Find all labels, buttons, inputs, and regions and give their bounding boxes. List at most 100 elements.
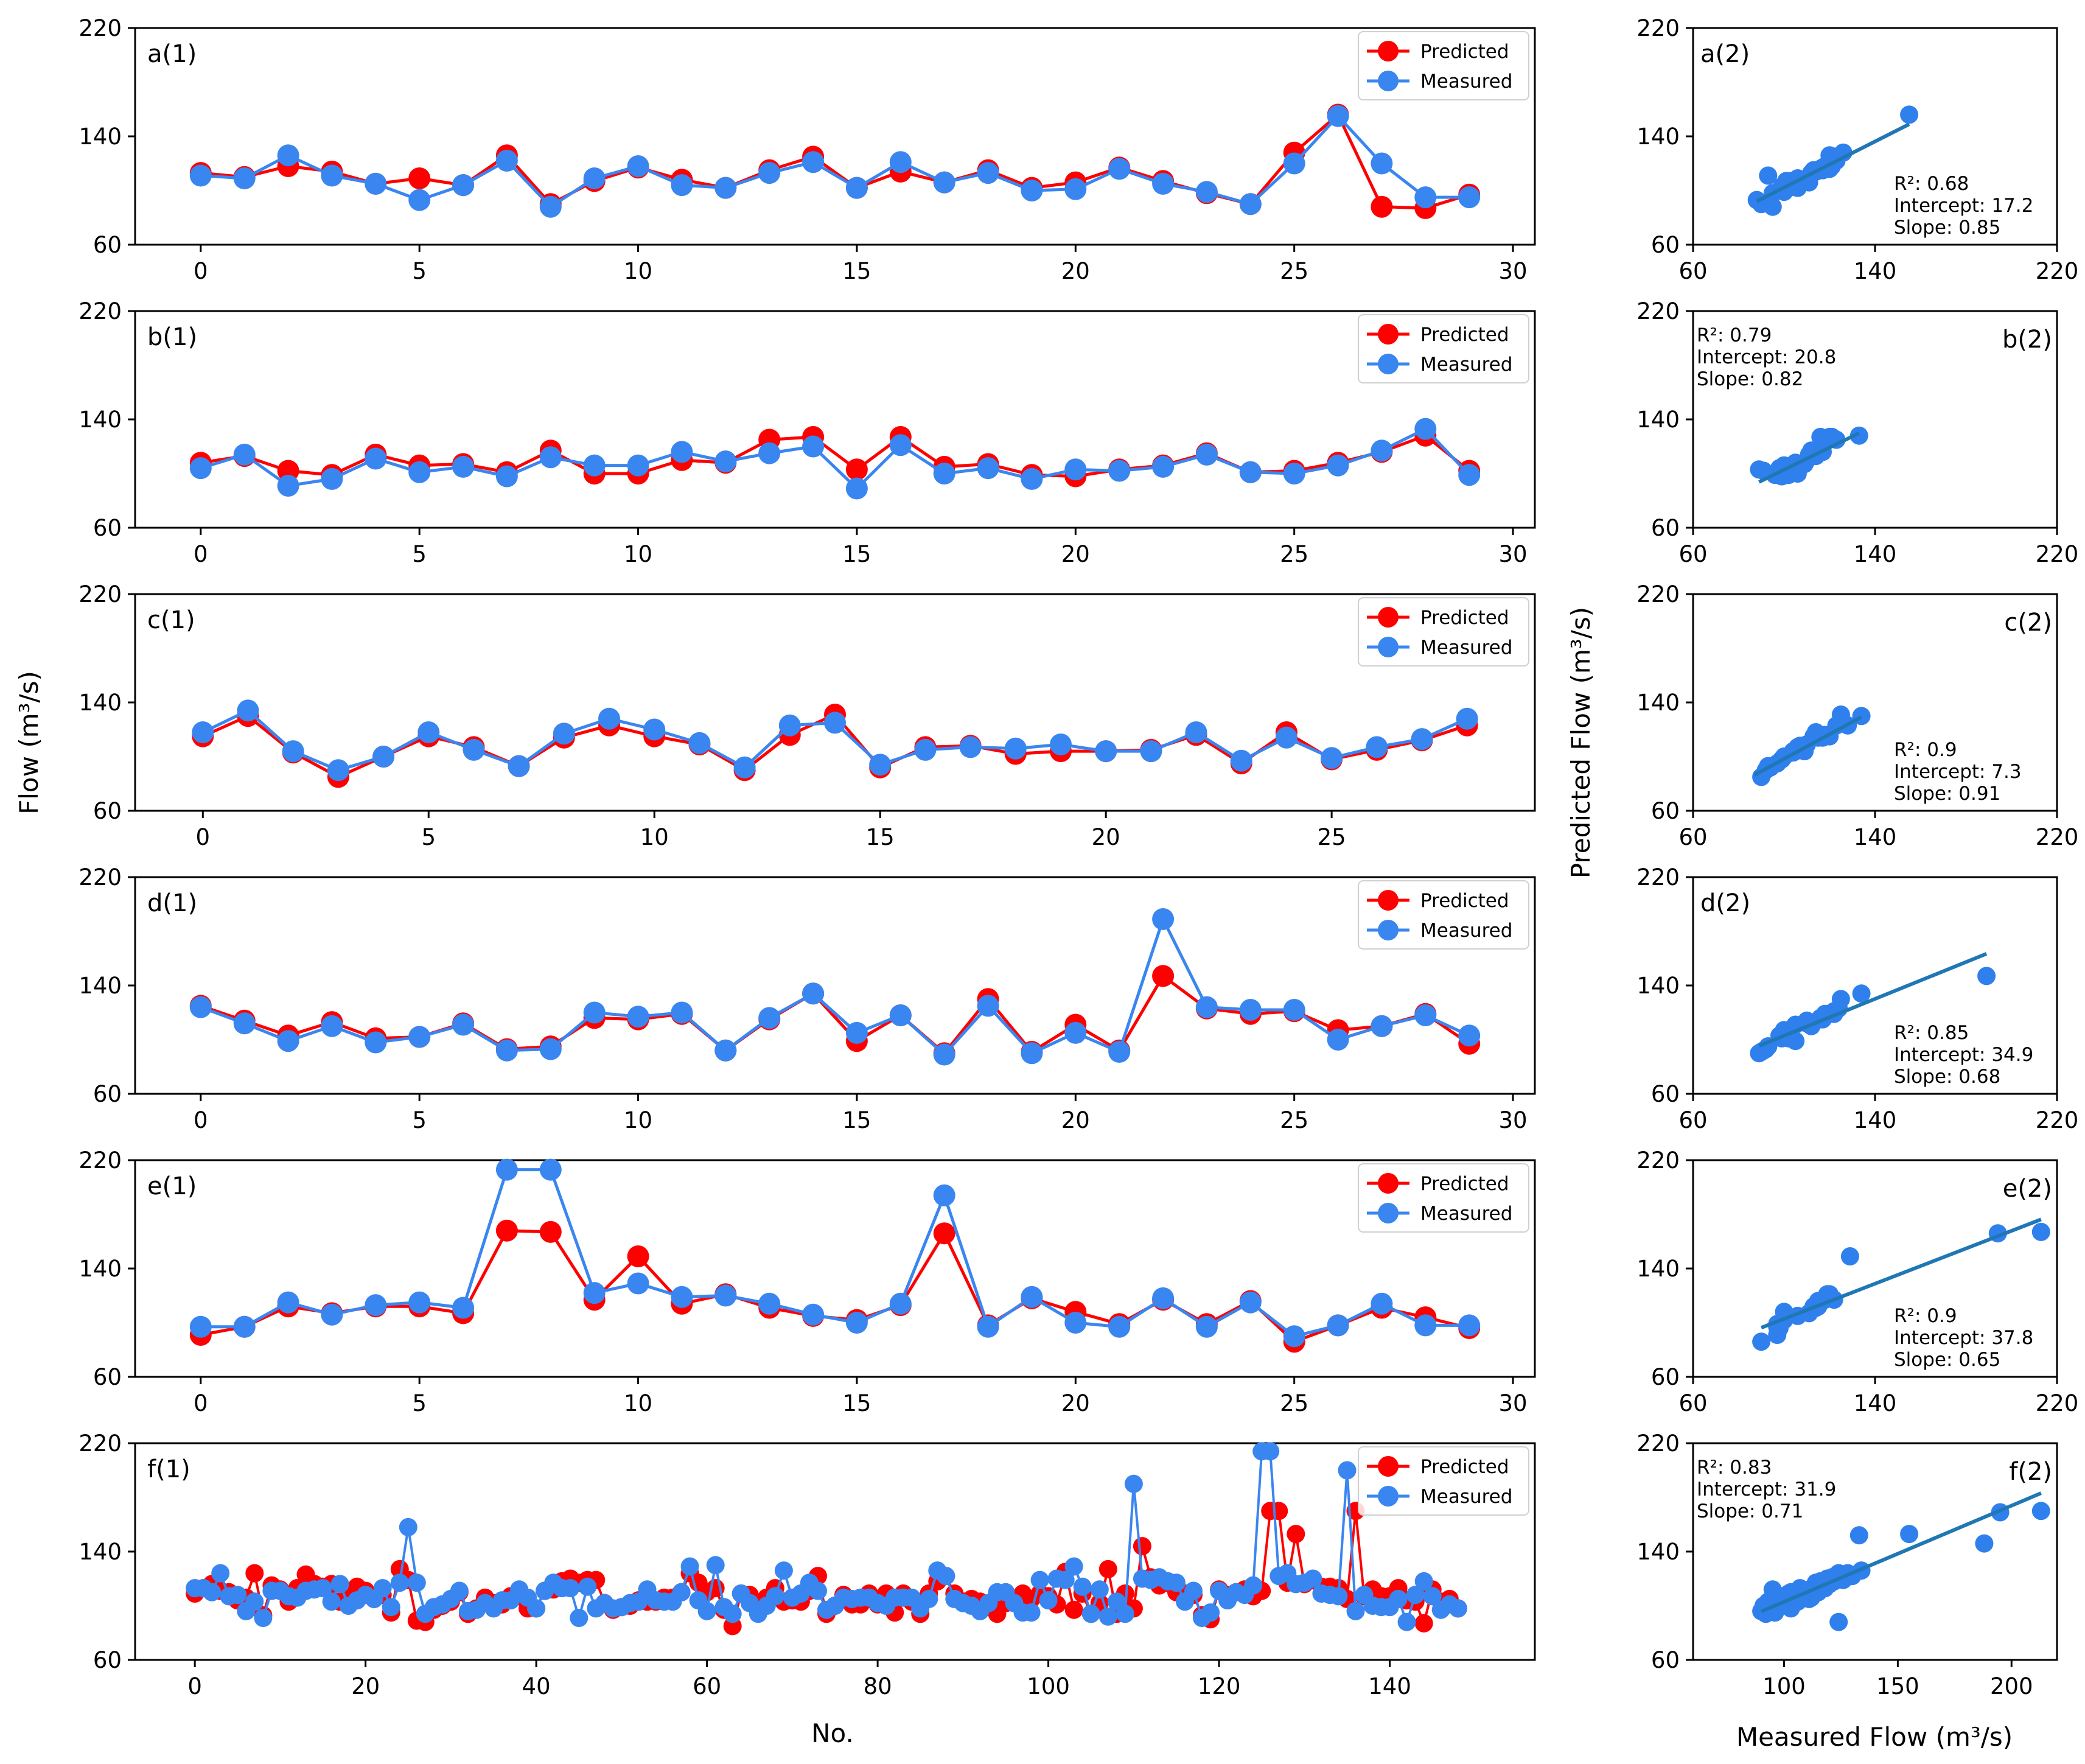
panel-f2-ytick-label: 220 bbox=[1636, 1430, 1680, 1457]
panel-b1-measured-point bbox=[495, 465, 518, 488]
panel-e1-measured-point bbox=[889, 1292, 912, 1315]
panel-d1-measured-point bbox=[977, 995, 999, 1017]
panel-e1-measured-point bbox=[1371, 1292, 1393, 1315]
panel-b1-ytick-label: 60 bbox=[93, 515, 122, 541]
panel-b1-measured-point bbox=[1064, 458, 1087, 481]
panel-c1-xtick-label: 0 bbox=[196, 824, 211, 850]
panel-b1-measured-point bbox=[933, 463, 955, 485]
panel-c1-measured-point bbox=[598, 707, 620, 730]
panel-f1-measured-point bbox=[680, 1557, 699, 1576]
panel-f2-ytick-label: 60 bbox=[1651, 1647, 1680, 1673]
panel-b1-measured-point bbox=[1239, 461, 1262, 483]
panel-f1-measured-point bbox=[1397, 1612, 1416, 1631]
panel-e2-stat-r2: R²: 0.9 bbox=[1894, 1305, 1957, 1327]
panel-c1-legend-predicted-label: Predicted bbox=[1420, 607, 1509, 629]
panel-a1-measured-point bbox=[539, 195, 562, 218]
panel-d1-xtick-label: 0 bbox=[194, 1107, 208, 1133]
panel-d1-measured-point bbox=[1239, 999, 1262, 1021]
panel-e1-predicted-point bbox=[495, 1219, 518, 1242]
panel-a1-frame bbox=[134, 27, 1536, 246]
panel-f1-measured-point bbox=[1406, 1586, 1425, 1605]
panel-f1-measured-point bbox=[697, 1601, 716, 1620]
panel-b1-measured-point bbox=[845, 477, 868, 500]
panel-e1-measured-point bbox=[1152, 1287, 1175, 1309]
panel-f2-stat-slope: Slope: 0.71 bbox=[1697, 1500, 1803, 1522]
panel-b1-measured-point bbox=[1195, 443, 1218, 466]
panel-f1-xtick-label: 120 bbox=[1198, 1673, 1241, 1699]
panel-c1-measured-point bbox=[959, 736, 982, 758]
panel-b1-measured-point bbox=[277, 475, 299, 497]
panel-f1-measured-point bbox=[1167, 1573, 1186, 1592]
panel-b1-measured-point bbox=[1327, 454, 1349, 477]
panel-f1-ytick-label: 220 bbox=[79, 1430, 122, 1457]
panel-f1-measured-point bbox=[706, 1556, 725, 1575]
panel-f1-ytick-label: 140 bbox=[79, 1539, 122, 1565]
panel-f1-measured-point bbox=[1081, 1605, 1100, 1623]
panel-a1-measured-point bbox=[1152, 172, 1175, 195]
panel-c1-xtick-label: 25 bbox=[1318, 824, 1346, 850]
panel-a1-measured-point bbox=[802, 151, 825, 173]
panel-f1-xtick-label: 0 bbox=[187, 1673, 202, 1699]
panel-d1-measured-point bbox=[452, 1013, 475, 1036]
panel-e1-measured-point bbox=[714, 1284, 737, 1307]
panel-e1-measured-point bbox=[977, 1315, 999, 1338]
panel-f1-measured-point bbox=[245, 1592, 264, 1611]
panel-a1-xtick-label: 0 bbox=[194, 258, 208, 284]
panel-e1-measured-point bbox=[583, 1282, 606, 1304]
panel-c1-measured-point bbox=[1366, 736, 1388, 758]
panel-e2-scatter-point bbox=[1752, 1332, 1771, 1351]
panel-d1-legend-box bbox=[1358, 880, 1529, 950]
panel-f2-scatter-point bbox=[1900, 1525, 1919, 1544]
panel-a1-legend-predicted-marker bbox=[1378, 41, 1399, 61]
panel-a1-measured-point bbox=[627, 155, 649, 177]
panel-a1-measured-point bbox=[233, 167, 256, 189]
panel-a1-ytick-label: 220 bbox=[79, 15, 122, 41]
panel-e1-measured-point bbox=[365, 1294, 387, 1317]
panel-f1-xtick-label: 140 bbox=[1368, 1673, 1411, 1699]
panel-e1-measured-point bbox=[452, 1297, 475, 1319]
panel-b1-legend-predicted-label: Predicted bbox=[1420, 324, 1509, 346]
panel-d1-measured-line bbox=[200, 917, 1470, 1056]
panel-f1-xtick-label: 40 bbox=[522, 1673, 551, 1699]
panel-a1-measured-point bbox=[1371, 152, 1393, 175]
panel-f1-xtick-label: 100 bbox=[1027, 1673, 1070, 1699]
panel-e2-stat-intercept: Intercept: 37.8 bbox=[1894, 1327, 2033, 1349]
panel-f2-scatter-point bbox=[1975, 1534, 1994, 1553]
panel-d2-ytick-label: 140 bbox=[1636, 973, 1680, 999]
panel-e2-ytick-label: 140 bbox=[1636, 1256, 1680, 1282]
panel-f1-measured-point bbox=[322, 1592, 341, 1611]
panel-d1-ytick-label: 220 bbox=[79, 864, 122, 891]
panel-c1-measured-point bbox=[1050, 733, 1072, 755]
panel-f1-measured-point bbox=[1116, 1605, 1134, 1623]
panel-c1-measured-point bbox=[282, 740, 304, 763]
panel-c1-measured-point bbox=[1004, 737, 1027, 760]
panel-c1-ytick-label: 220 bbox=[79, 581, 122, 607]
panel-b2-ytick-label: 220 bbox=[1636, 298, 1680, 324]
panel-b1-measured-point bbox=[1371, 439, 1393, 462]
panel-a1-xtick-label: 20 bbox=[1061, 258, 1090, 284]
panel-d1-measured-point bbox=[1371, 1015, 1393, 1037]
panel-f1-measured-point bbox=[313, 1579, 332, 1598]
panel-f1-measured-point bbox=[1389, 1589, 1408, 1608]
panel-b1-measured-point bbox=[714, 450, 737, 472]
panel-c1-measured-point bbox=[463, 738, 485, 761]
panel-e2-fit-line bbox=[1761, 1217, 2042, 1330]
panel-e1-measured-point bbox=[1108, 1315, 1131, 1338]
panel-b1-measured-point bbox=[365, 447, 387, 470]
panel-f1-measured-point bbox=[723, 1605, 742, 1623]
panel-a1-measured-point bbox=[1195, 181, 1218, 203]
panel-c1-xtick-label: 5 bbox=[421, 824, 436, 850]
panel-c1-measured-point bbox=[1230, 749, 1252, 772]
panel-a1-measured-point bbox=[1414, 186, 1437, 209]
panel-f1-measured-point bbox=[1346, 1601, 1365, 1620]
panel-e1-xtick-label: 10 bbox=[624, 1390, 652, 1416]
panel-b1-measured-point bbox=[889, 434, 912, 457]
xlabel-right: Measured Flow (m³/s) bbox=[1736, 1722, 2013, 1752]
panel-f1-measured-point bbox=[766, 1587, 784, 1606]
panel-c2-xtick-label: 60 bbox=[1678, 824, 1707, 850]
panel-c1-measured-point bbox=[914, 738, 937, 761]
panel-a1-measured-point bbox=[1283, 152, 1305, 175]
panel-d2-scatter-point bbox=[1977, 967, 1996, 985]
panel-a1-measured-point bbox=[845, 177, 868, 199]
panel-c2-xtick-label: 140 bbox=[1854, 824, 1897, 850]
